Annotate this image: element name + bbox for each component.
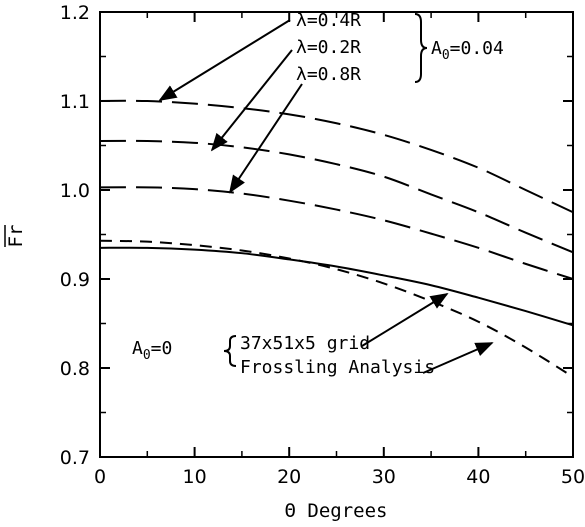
x-tick-label: 40 [466, 466, 490, 488]
y-tick-label: 1.2 [60, 2, 90, 24]
arrow-lambda-02 [210, 49, 293, 152]
y-axis-title: Fr [5, 225, 27, 248]
label-a0-top: A0=0.04 [431, 38, 504, 63]
series-line-3 [99, 246, 574, 327]
series-line-4 [99, 239, 574, 378]
x-tick-label: 0 [94, 466, 106, 488]
x-tick-label: 10 [183, 466, 207, 488]
arrow-grid [361, 293, 449, 347]
y-tick-label: 0.9 [60, 269, 90, 291]
y-tick-label: 1.0 [60, 180, 90, 202]
brace-bottom [223, 335, 237, 367]
x-tick-label: 20 [277, 466, 301, 488]
brace-top [414, 13, 428, 83]
label-frossling: Frossling Analysis [240, 357, 435, 378]
y-tick-label: 1.1 [60, 91, 90, 113]
arrow-lambda-04 [158, 19, 291, 101]
y-axis-title-group: Fr [4, 225, 27, 248]
label-grid: 37x51x5 grid [240, 333, 370, 354]
label-lambda-04: λ=0.4R [296, 10, 361, 31]
label-a0-bottom: A0=0 [132, 338, 172, 363]
y-tick-label: 0.8 [60, 358, 90, 380]
arrow-lambda-08 [229, 83, 303, 194]
series-line-0 [99, 99, 574, 214]
x-tick-label: 50 [561, 466, 585, 488]
label-lambda-08: λ=0.8R [296, 64, 361, 85]
arrow-frossling [422, 342, 494, 374]
y-tick-label: 0.7 [60, 447, 90, 469]
series-lines [99, 99, 574, 378]
label-lambda-02: λ=0.2R [296, 37, 361, 58]
tick-labels: 0 10 20 30 40 50 0.7 0.8 0.9 1.0 1.1 1.2 [60, 2, 585, 488]
series-line-2 [99, 186, 574, 280]
x-tick-label: 30 [372, 466, 396, 488]
x-axis-title: Θ Degrees [285, 500, 388, 522]
series-line-1 [99, 139, 574, 254]
